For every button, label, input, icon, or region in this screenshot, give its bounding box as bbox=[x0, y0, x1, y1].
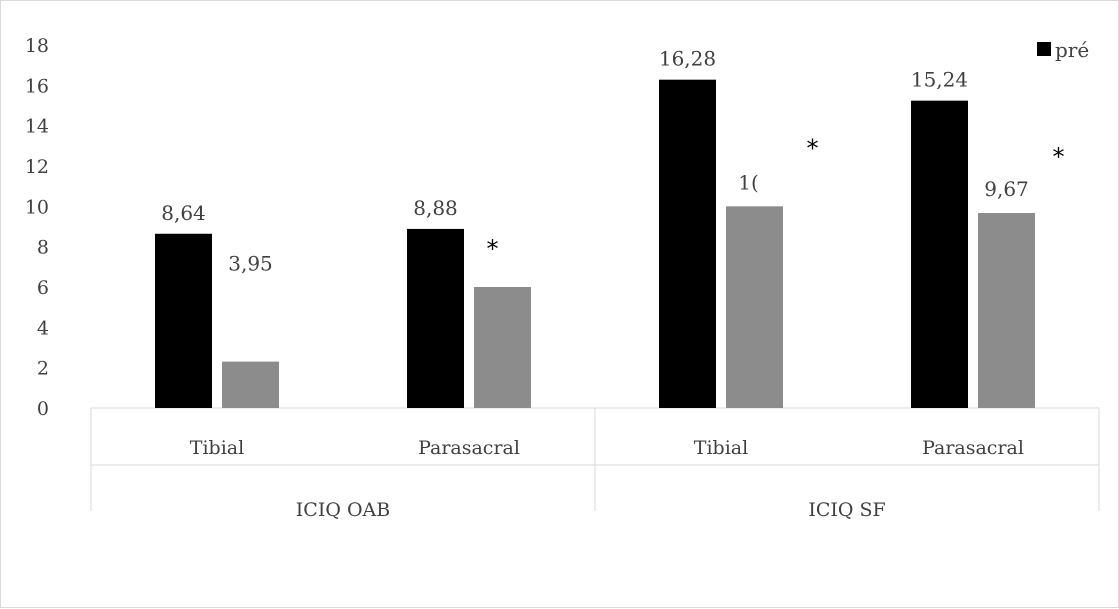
data-label: 8,88 bbox=[413, 196, 458, 220]
bar-pre bbox=[659, 79, 716, 408]
group-label: ICIQ OAB bbox=[296, 499, 390, 521]
bar-pre bbox=[911, 100, 968, 408]
group-label: ICIQ SF bbox=[808, 499, 885, 521]
y-tick-label: 10 bbox=[25, 196, 49, 218]
data-label: 1( bbox=[738, 170, 759, 194]
y-tick-label: 2 bbox=[37, 358, 49, 380]
data-label: 15,24 bbox=[911, 68, 968, 92]
bars-layer bbox=[155, 79, 1035, 408]
bar-pre bbox=[407, 228, 464, 408]
category-label: Parasacral bbox=[418, 437, 520, 459]
category-label: Tibial bbox=[190, 437, 244, 459]
bar-post bbox=[978, 212, 1035, 408]
bar-post bbox=[222, 361, 279, 408]
data-label: 3,95 bbox=[228, 252, 273, 276]
data-label: 8,64 bbox=[161, 201, 206, 225]
category-label: Tibial bbox=[694, 437, 748, 459]
significance-marker: * bbox=[1053, 143, 1065, 171]
category-label: Parasacral bbox=[922, 437, 1024, 459]
bar-post bbox=[726, 206, 783, 408]
legend-swatch bbox=[1037, 42, 1051, 56]
y-tick-label: 14 bbox=[25, 116, 49, 138]
y-tick-label: 0 bbox=[37, 398, 49, 420]
bar-pre bbox=[155, 233, 212, 408]
y-tick-label: 8 bbox=[37, 237, 49, 259]
y-tick-label: 6 bbox=[37, 277, 49, 299]
significance-marker: * bbox=[807, 134, 819, 162]
significance-marker: * bbox=[200, 332, 212, 360]
bar-post bbox=[474, 287, 531, 408]
y-tick-label: 4 bbox=[37, 317, 49, 339]
data-label: 9,67 bbox=[984, 177, 1029, 201]
labels-layer: 8,64 8,88 16,28 15,24 3,95 * * 1( * 9,67 * bbox=[161, 47, 1064, 360]
legend: pré bbox=[1037, 38, 1089, 62]
legend-label: pré bbox=[1055, 38, 1089, 62]
significance-marker: * bbox=[487, 235, 499, 263]
y-tick-label: 12 bbox=[25, 156, 49, 178]
y-tick-label: 16 bbox=[25, 75, 49, 97]
data-label: 16,28 bbox=[659, 47, 716, 71]
y-tick-label: 18 bbox=[25, 35, 49, 57]
